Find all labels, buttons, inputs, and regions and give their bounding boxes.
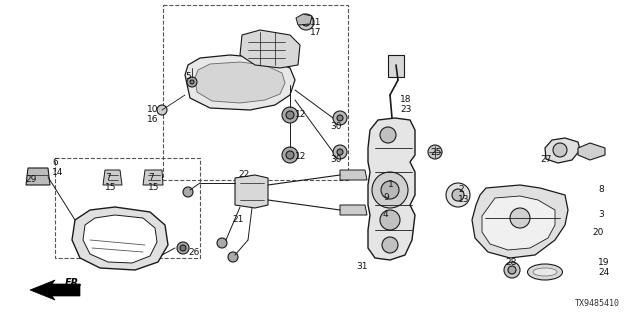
- Ellipse shape: [527, 264, 563, 280]
- Circle shape: [504, 262, 520, 278]
- Text: 11
17: 11 17: [310, 18, 321, 37]
- Polygon shape: [340, 205, 367, 215]
- Text: 7
15: 7 15: [105, 173, 116, 192]
- Circle shape: [298, 14, 314, 30]
- Circle shape: [183, 187, 193, 197]
- Polygon shape: [143, 170, 163, 185]
- Circle shape: [286, 111, 294, 119]
- Circle shape: [380, 127, 396, 143]
- Circle shape: [428, 145, 442, 159]
- Polygon shape: [30, 280, 80, 300]
- Circle shape: [510, 208, 530, 228]
- Circle shape: [286, 151, 294, 159]
- Text: 21: 21: [232, 215, 243, 224]
- Circle shape: [452, 189, 464, 201]
- Text: 5: 5: [185, 72, 191, 81]
- Polygon shape: [482, 196, 555, 250]
- Circle shape: [333, 145, 347, 159]
- Bar: [163, 5, 348, 180]
- Polygon shape: [472, 185, 568, 258]
- Text: 9: 9: [383, 193, 388, 202]
- Circle shape: [282, 147, 298, 163]
- Polygon shape: [578, 143, 605, 160]
- Bar: [55, 158, 200, 258]
- Circle shape: [553, 143, 567, 157]
- Text: 7
15: 7 15: [148, 173, 159, 192]
- Polygon shape: [103, 170, 122, 185]
- Polygon shape: [195, 62, 285, 103]
- Text: 31: 31: [356, 262, 367, 271]
- Text: 12: 12: [295, 152, 307, 161]
- Circle shape: [217, 238, 227, 248]
- Text: 28: 28: [505, 258, 516, 267]
- Polygon shape: [296, 14, 312, 25]
- Text: 29: 29: [25, 175, 36, 184]
- Bar: [388, 55, 404, 77]
- Polygon shape: [545, 138, 580, 163]
- Circle shape: [372, 172, 408, 208]
- Polygon shape: [240, 30, 300, 68]
- Text: 1: 1: [388, 180, 394, 189]
- Polygon shape: [72, 207, 168, 270]
- Text: 10
16: 10 16: [147, 105, 159, 124]
- Circle shape: [446, 183, 470, 207]
- Text: 19
24: 19 24: [598, 258, 609, 277]
- Text: 3: 3: [598, 210, 604, 219]
- Circle shape: [177, 242, 189, 254]
- Text: 12: 12: [295, 110, 307, 119]
- Circle shape: [508, 266, 516, 274]
- Circle shape: [337, 115, 343, 121]
- Text: 18
23: 18 23: [400, 95, 412, 114]
- Polygon shape: [83, 215, 157, 263]
- Circle shape: [187, 77, 197, 87]
- Text: 6
14: 6 14: [52, 158, 63, 177]
- Ellipse shape: [533, 268, 557, 276]
- Circle shape: [180, 245, 186, 251]
- Polygon shape: [235, 175, 268, 208]
- Text: 22: 22: [238, 170, 249, 179]
- Circle shape: [302, 18, 310, 26]
- Text: 26: 26: [188, 248, 200, 257]
- Circle shape: [381, 181, 399, 199]
- Circle shape: [190, 80, 194, 84]
- Polygon shape: [185, 55, 295, 110]
- Circle shape: [228, 252, 238, 262]
- Circle shape: [380, 210, 400, 230]
- Text: 4: 4: [383, 210, 388, 219]
- Text: 2
13: 2 13: [458, 185, 470, 204]
- Text: 30: 30: [330, 122, 342, 131]
- Text: FR.: FR.: [65, 278, 83, 288]
- Polygon shape: [340, 170, 367, 180]
- Text: 20: 20: [592, 228, 604, 237]
- Text: 30: 30: [330, 155, 342, 164]
- Circle shape: [382, 237, 398, 253]
- Circle shape: [337, 149, 343, 155]
- Circle shape: [282, 107, 298, 123]
- Text: 27: 27: [540, 155, 552, 164]
- Circle shape: [157, 105, 167, 115]
- Polygon shape: [26, 168, 50, 185]
- Circle shape: [333, 111, 347, 125]
- Polygon shape: [368, 118, 415, 260]
- Text: TX9485410: TX9485410: [575, 299, 620, 308]
- Text: 25: 25: [430, 148, 442, 157]
- Text: 8: 8: [598, 185, 604, 194]
